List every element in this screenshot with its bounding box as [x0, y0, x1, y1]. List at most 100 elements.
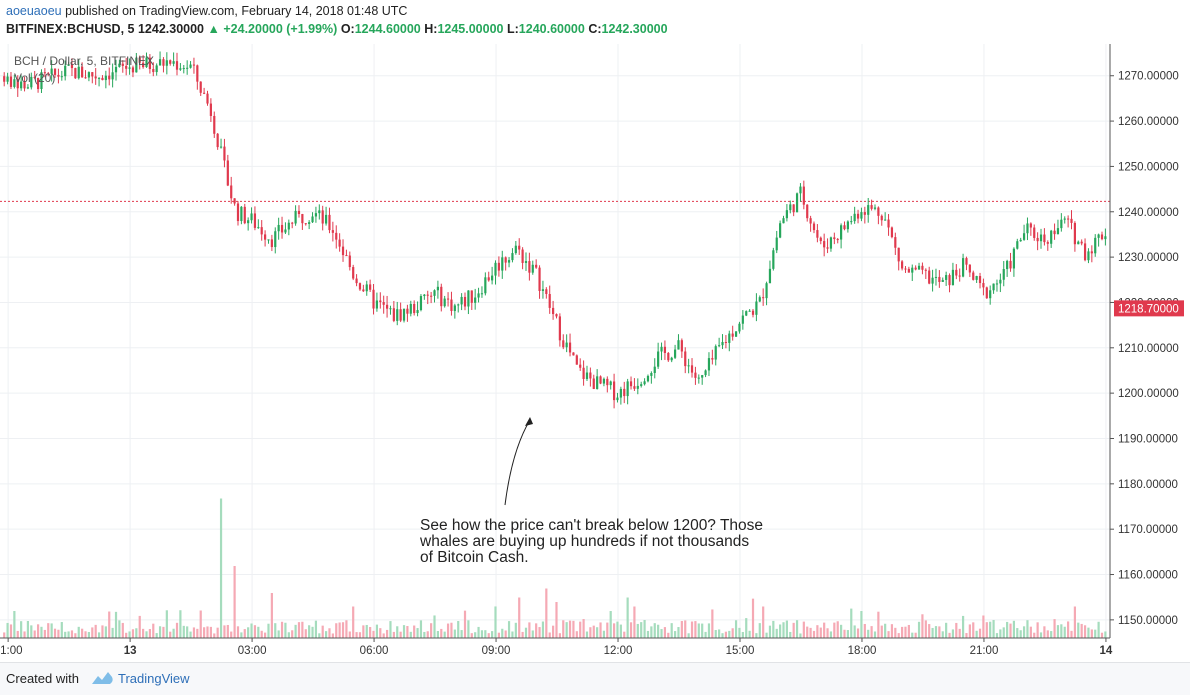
- candle-body: [555, 314, 558, 317]
- volume-bar: [321, 625, 324, 638]
- candle-body: [663, 346, 667, 354]
- volume-bar: [504, 630, 507, 638]
- candle-body: [74, 68, 77, 79]
- volume-bar: [511, 631, 514, 638]
- candle-body: [243, 206, 246, 224]
- volume-bar: [585, 631, 589, 638]
- time-axis: 21:00 13 03:00 06:00 09:00 12:00 15:00 18:00 21:…: [0, 637, 1113, 657]
- candle-body: [582, 367, 585, 379]
- volume-bar: [260, 630, 263, 638]
- annotation-line-2: whales are buying up hundreds if not tho…: [419, 533, 749, 550]
- candle-body: [592, 378, 595, 389]
- candle-body: [673, 349, 677, 358]
- volume-bar: [1016, 628, 1019, 638]
- candle-body: [653, 366, 656, 374]
- volume-bar: [57, 629, 60, 638]
- volume-bar: [1090, 629, 1093, 638]
- volume-bar: [416, 628, 419, 638]
- candle-body: [823, 241, 826, 248]
- candle-body: [1012, 248, 1016, 269]
- candle-body: [568, 342, 572, 353]
- volume-bar: [84, 631, 87, 638]
- volume-bar: [721, 633, 724, 638]
- volume-bar: [948, 632, 951, 638]
- candle-body: [982, 283, 985, 288]
- volume-bar: [877, 611, 880, 638]
- candle-body: [1019, 239, 1022, 242]
- volume-bar: [680, 620, 683, 638]
- candle-body: [880, 215, 883, 221]
- candle-body: [528, 261, 531, 273]
- candle-body: [623, 388, 626, 397]
- candle-body: [480, 293, 484, 295]
- volume-bar: [1039, 632, 1043, 638]
- volume-bar: [897, 633, 900, 638]
- candle-body: [440, 286, 443, 307]
- candle-body: [690, 365, 694, 373]
- volume-bar: [748, 630, 751, 638]
- candle-body: [840, 225, 843, 240]
- candle-body: [53, 68, 57, 75]
- candle-body: [355, 278, 358, 284]
- volume-bar: [301, 621, 304, 638]
- candle-body: [175, 61, 179, 70]
- volume-bar: [111, 627, 114, 638]
- candle-body: [677, 340, 680, 350]
- candle-body: [680, 340, 683, 352]
- candle-body: [396, 309, 399, 321]
- candle-body: [369, 284, 372, 290]
- candle-body: [1073, 222, 1076, 245]
- candle-body: [721, 341, 724, 346]
- candle-body: [802, 186, 805, 205]
- price-chart[interactable]: 1270.00000 1260.00000 1250.00000 1240.00000…: [0, 0, 1190, 662]
- candle-body: [16, 79, 19, 89]
- candle-body: [318, 210, 321, 214]
- candle-body: [409, 303, 412, 314]
- candle-body: [494, 262, 497, 276]
- candle-body: [948, 275, 951, 286]
- volume-bar: [745, 618, 748, 638]
- candle-body: [23, 81, 26, 89]
- volume-bar: [772, 620, 775, 638]
- y-tick-label: 1150.00000: [1118, 615, 1178, 627]
- candle-body: [230, 185, 233, 199]
- candle-body: [890, 227, 894, 238]
- volume-bar: [331, 633, 334, 638]
- volume-bar: [406, 626, 409, 638]
- x-tick-label: 13: [124, 645, 137, 657]
- volume-bar: [43, 629, 46, 638]
- candle-body: [863, 212, 866, 215]
- volume-bar: [524, 627, 528, 638]
- volume-bar: [521, 631, 524, 638]
- tradingview-brand-link[interactable]: TradingView: [118, 671, 190, 686]
- candle-body: [158, 59, 162, 66]
- volume-bar: [1053, 619, 1056, 638]
- candle-body: [491, 275, 494, 281]
- candle-body: [487, 277, 490, 281]
- volume-bar: [291, 630, 294, 638]
- candle-body: [284, 229, 287, 233]
- author-link[interactable]: aoeuaoeu: [6, 4, 62, 18]
- candle-body: [646, 375, 650, 382]
- volume-bar: [372, 630, 375, 638]
- candle-body: [931, 277, 934, 284]
- candle-body: [629, 381, 633, 387]
- volume-bar: [958, 628, 961, 638]
- volume-bar: [365, 624, 368, 638]
- volume-bar: [694, 621, 697, 638]
- candle-body: [223, 146, 226, 161]
- volume-bar: [860, 611, 863, 638]
- candle-body: [816, 230, 819, 238]
- candle-body: [463, 296, 467, 307]
- volume-bar: [531, 630, 534, 638]
- last-price: 1242.30000: [137, 22, 205, 36]
- candle-body: [453, 305, 456, 312]
- volume-bar: [206, 626, 209, 638]
- candle-body: [552, 307, 555, 315]
- volume-bar: [175, 622, 179, 638]
- volume-bar: [660, 629, 663, 638]
- x-tick-label: 12:00: [604, 645, 633, 657]
- candle-body: [535, 264, 538, 268]
- volume-bar: [1006, 621, 1009, 638]
- candle-body: [870, 205, 873, 209]
